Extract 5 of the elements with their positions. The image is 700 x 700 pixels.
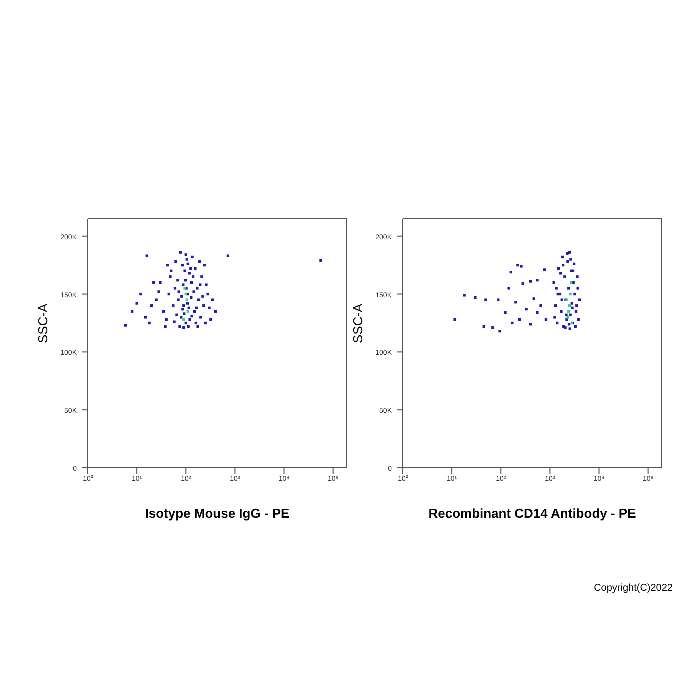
text: Copyright(C)2022 [594,583,673,594]
y-axis-title: SSC-A [350,303,366,344]
y-axis-title: SSC-A [36,303,51,344]
x-axis-title: Isotype Mouse IgG - PE [145,506,290,521]
x-axis-title: Recombinant CD14 Antibody - PE [428,506,637,521]
